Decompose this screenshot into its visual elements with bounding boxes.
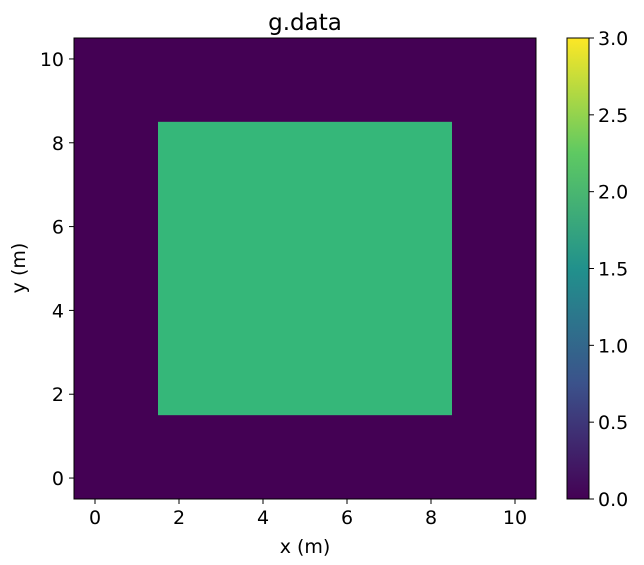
x-tick-label: 0 <box>89 507 101 529</box>
y-tick-label: 2 <box>52 384 64 406</box>
heatmap-region-0 <box>158 121 452 416</box>
x-tick-label: 4 <box>257 507 269 529</box>
colorbar-tick-label: 3.0 <box>598 28 628 50</box>
y-tick-label: 4 <box>52 300 64 322</box>
x-tick-label: 6 <box>341 507 353 529</box>
y-axis-label: y (m) <box>8 243 30 294</box>
colorbar-tick-label: 2.5 <box>598 105 628 127</box>
colorbar <box>566 37 590 500</box>
chart-title: g.data <box>268 10 342 36</box>
colorbar-tick-label: 2.0 <box>598 182 628 204</box>
plot-area <box>74 38 536 499</box>
y-tick-label: 8 <box>52 133 64 155</box>
colorbar-tick-label: 0.0 <box>598 489 628 511</box>
x-tick-label: 8 <box>425 507 437 529</box>
y-tick-label: 10 <box>40 49 64 71</box>
plot-frame <box>73 37 537 500</box>
colorbar-tick-label: 0.5 <box>598 412 628 434</box>
x-axis-label: x (m) <box>280 536 331 558</box>
x-tick-label: 2 <box>173 507 185 529</box>
colorbar-ticks: 0.0 0.5 1.0 1.5 2.0 2.5 3.0 <box>589 28 628 511</box>
y-axis-ticks: 0 2 4 6 8 10 <box>40 49 74 490</box>
x-tick-label: 10 <box>503 507 527 529</box>
y-tick-label: 0 <box>52 468 64 490</box>
colorbar-tick-label: 1.5 <box>598 259 628 281</box>
x-axis-ticks: 0 2 4 6 8 10 <box>89 499 527 529</box>
y-tick-label: 6 <box>52 217 64 239</box>
colorbar-tick-label: 1.0 <box>598 335 628 357</box>
